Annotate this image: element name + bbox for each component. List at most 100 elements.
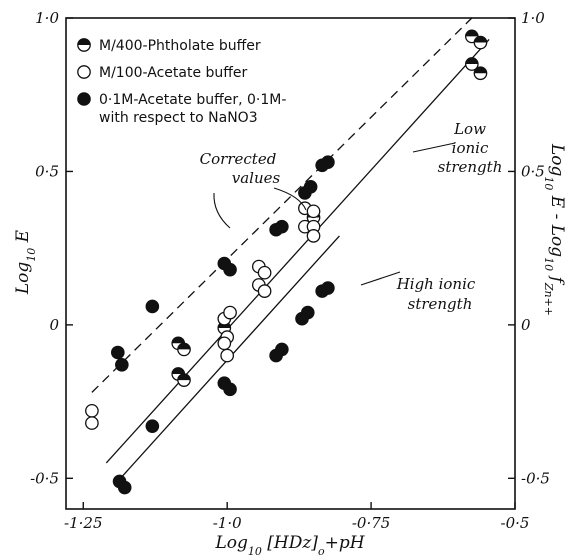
data-point-filled [223,382,237,397]
data-point-half [473,35,488,50]
annotation-high-ionic: High ionic [396,275,476,293]
data-points [85,29,488,495]
marker-filled-shape [77,92,91,106]
annotation-low-ionic: Low [453,120,486,138]
data-point-filled [321,281,335,295]
data-point-half [177,373,191,387]
marker-open-shape [306,204,321,219]
annotation-corrected-values: Corrected [200,150,277,168]
axis-titles: Log10 [HDz]o+pH Log10 E Log10 E - Log10 fZ… [13,143,567,556]
marker-filled-shape [223,382,237,397]
marker-filled-shape [115,357,129,372]
legend-entry-text: M/400-Phtholate buffer [99,38,261,54]
fit-lines [91,17,490,485]
marker-filled-shape [321,281,335,295]
data-point-filled [303,179,318,194]
marker-filled-shape [223,262,237,277]
marker-half-fill [177,343,191,350]
plot-frame [65,17,516,510]
data-point-half [473,66,488,81]
marker-filled-shape [300,305,315,320]
legend-marker-filled [77,92,91,106]
data-point-filled [115,357,129,372]
y-tick-label-right: 0 [521,316,531,334]
legend-marker-open [77,65,91,79]
marker-half-fill [474,67,487,74]
data-point-filled [111,345,125,360]
y-tick-label-right: -0·5 [521,469,550,487]
data-point-open [217,336,232,351]
marker-half-fill [465,57,479,65]
data-point-filled [145,419,160,433]
legend-marker-half [77,38,91,52]
marker-half-fill [465,30,479,37]
marker-filled-shape [321,155,335,170]
y-tick-label-left: 1·0 [35,9,59,27]
annotation-high-ionic: strength [408,295,473,313]
data-point-filled [300,305,315,320]
y-tick-label-right: 1·0 [521,9,545,27]
y-tick-label-left: 0·5 [35,162,59,180]
x-tick-label: -1·25 [64,514,102,532]
data-point-filled [117,480,132,495]
data-point-filled [275,219,289,234]
marker-filled-shape [275,342,289,357]
data-point-open [306,204,321,219]
data-point-open [223,305,237,320]
data-point-filled [145,299,160,314]
annotation-arrow [412,142,456,153]
data-point-open [257,265,272,280]
data-point-open [257,284,272,298]
x-tick-label: -0·5 [501,514,530,532]
data-point-filled [275,342,289,357]
annotation-arrow [213,192,231,229]
marker-open-shape [220,348,235,363]
y-axis-title-right: Log10 E - Log10 fZn++ [543,143,568,316]
annotation-arrow [360,271,401,286]
marker-filled-shape [145,419,160,433]
marker-filled-shape [275,219,289,234]
legend: M/400-Phtholate buffer M/100-Acetate buff… [77,38,286,126]
data-point-half [177,342,191,357]
x-axis-title: Log10 [HDz]o+pH [214,533,365,556]
x-tick-label: -0·75 [352,514,390,532]
marker-half-fill [172,367,185,374]
annotation-corrected-values: values [232,169,281,187]
data-point-open [306,229,321,243]
marker-open-shape [257,265,272,280]
marker-half-fill [474,36,487,43]
data-point-open [85,416,99,430]
data-point-open [220,348,235,363]
data-point-open [85,403,99,418]
y-tick-label-left: 0 [49,316,59,334]
data-point-half [464,57,479,71]
legend-entry-text: M/100-Acetate buffer [99,65,248,81]
x-tick-label: -1·0 [213,514,242,532]
axis-ticks: -1·25 -1·0 -0·75 -0·5 1·0 0·5 0 -0·5 1·0 0·5 0 -0·5 [30,9,550,532]
marker-open-shape [77,65,91,79]
y-tick-label-left: -0·5 [30,469,59,487]
annotation-arrow [273,187,307,211]
data-point-filled [223,262,237,277]
data-point-filled [321,155,335,170]
marker-filled-shape [111,345,125,360]
marker-open-shape [257,284,272,298]
marker-open-shape [306,229,321,243]
marker-open-shape [85,403,99,418]
marker-filled-shape [303,179,318,194]
annotation-low-ionic: strength [438,158,503,176]
legend-entry-text: with respect to NaNO3 [99,110,258,126]
legend-entry-text: 0·1M-Acetate buffer, 0·1M- [99,92,286,108]
marker-open-shape [217,336,232,351]
marker-filled-shape [145,299,160,314]
marker-half-fill [172,337,185,344]
annotation-low-ionic: ionic [452,139,489,157]
marker-half-fill [177,373,191,381]
fit-line-solid [105,39,490,464]
marker-filled-shape [117,480,132,495]
y-axis-title-left: Log10 E [13,229,38,295]
y-tick-label-right: 0·5 [521,162,545,180]
marker-half-fill [77,38,91,45]
